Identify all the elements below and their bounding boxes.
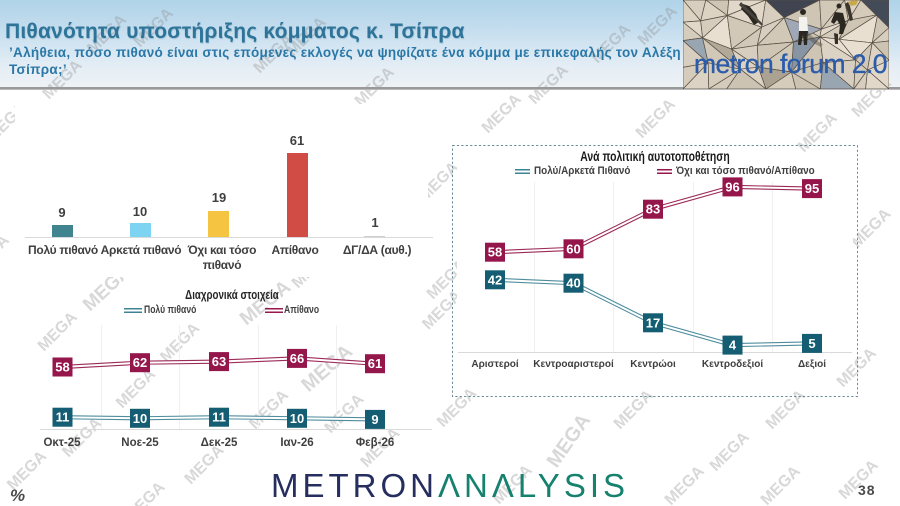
- svg-text:11: 11: [212, 410, 226, 425]
- svg-text:42: 42: [488, 272, 502, 287]
- svg-text:9: 9: [371, 412, 378, 427]
- svg-text:61: 61: [368, 356, 382, 371]
- svg-text:60: 60: [566, 241, 580, 256]
- svg-text:83: 83: [646, 202, 660, 217]
- svg-text:58: 58: [55, 360, 69, 375]
- svg-text:metron forum 2.0: metron forum 2.0: [694, 49, 887, 79]
- svg-text:40: 40: [566, 276, 580, 291]
- svg-text:66: 66: [290, 351, 304, 366]
- svg-text:11: 11: [56, 410, 70, 425]
- svg-text:10: 10: [290, 411, 304, 426]
- svg-text:58: 58: [488, 245, 502, 260]
- svg-text:95: 95: [805, 181, 819, 196]
- svg-text:96: 96: [725, 179, 739, 194]
- svg-text:10: 10: [133, 411, 147, 426]
- svg-text:62: 62: [133, 355, 147, 370]
- svg-text:5: 5: [808, 336, 815, 351]
- svg-text:63: 63: [212, 354, 226, 369]
- svg-text:17: 17: [646, 315, 660, 330]
- svg-text:4: 4: [729, 338, 737, 353]
